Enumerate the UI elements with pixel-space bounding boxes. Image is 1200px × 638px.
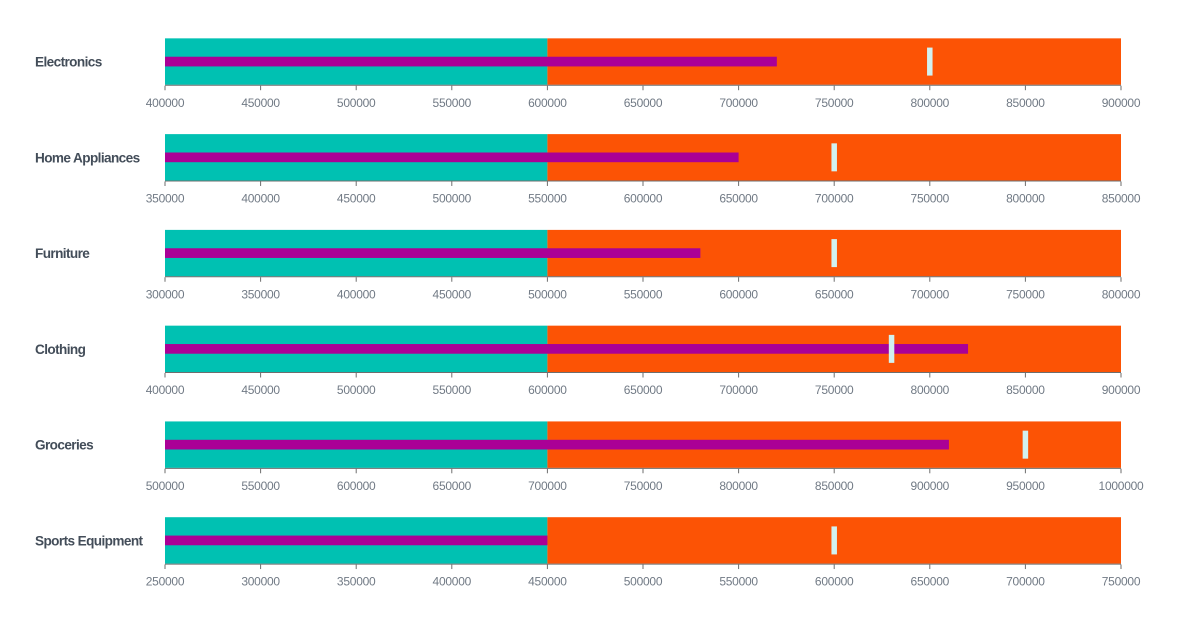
svg-text:600000: 600000	[528, 383, 567, 397]
svg-text:750000: 750000	[815, 96, 854, 110]
svg-text:700000: 700000	[1006, 575, 1045, 589]
svg-text:900000: 900000	[1102, 96, 1141, 110]
svg-text:650000: 650000	[624, 383, 663, 397]
svg-text:750000: 750000	[1006, 287, 1045, 301]
svg-text:400000: 400000	[146, 96, 185, 110]
svg-text:Groceries: Groceries	[35, 438, 93, 453]
svg-text:350000: 350000	[337, 575, 376, 589]
svg-text:850000: 850000	[815, 479, 854, 493]
svg-text:550000: 550000	[241, 479, 280, 493]
svg-text:1000000: 1000000	[1099, 479, 1145, 493]
svg-text:500000: 500000	[624, 575, 663, 589]
svg-text:700000: 700000	[528, 479, 567, 493]
svg-text:450000: 450000	[528, 575, 567, 589]
svg-text:250000: 250000	[146, 575, 185, 589]
svg-text:650000: 650000	[624, 96, 663, 110]
svg-text:750000: 750000	[1102, 575, 1141, 589]
svg-text:400000: 400000	[337, 287, 376, 301]
svg-text:750000: 750000	[911, 192, 950, 206]
svg-text:350000: 350000	[241, 287, 280, 301]
svg-text:600000: 600000	[528, 96, 567, 110]
svg-text:800000: 800000	[719, 479, 758, 493]
svg-text:400000: 400000	[146, 383, 185, 397]
svg-text:450000: 450000	[241, 96, 280, 110]
svg-text:650000: 650000	[815, 287, 854, 301]
svg-text:900000: 900000	[1102, 383, 1141, 397]
svg-text:300000: 300000	[241, 575, 280, 589]
svg-text:500000: 500000	[337, 383, 376, 397]
svg-text:350000: 350000	[146, 192, 185, 206]
svg-text:550000: 550000	[528, 192, 567, 206]
svg-text:Home Appliances: Home Appliances	[35, 150, 140, 165]
svg-text:650000: 650000	[433, 479, 472, 493]
svg-text:450000: 450000	[337, 192, 376, 206]
svg-text:550000: 550000	[624, 287, 663, 301]
svg-text:600000: 600000	[815, 575, 854, 589]
svg-text:950000: 950000	[1006, 479, 1045, 493]
svg-text:550000: 550000	[719, 575, 758, 589]
svg-text:650000: 650000	[911, 575, 950, 589]
svg-text:500000: 500000	[337, 96, 376, 110]
svg-text:500000: 500000	[146, 479, 185, 493]
svg-text:Electronics: Electronics	[35, 54, 102, 69]
svg-text:750000: 750000	[624, 479, 663, 493]
svg-text:800000: 800000	[911, 383, 950, 397]
svg-text:700000: 700000	[911, 287, 950, 301]
svg-text:Clothing: Clothing	[35, 342, 86, 357]
svg-text:700000: 700000	[719, 96, 758, 110]
svg-text:450000: 450000	[433, 287, 472, 301]
svg-text:Sports Equipment: Sports Equipment	[35, 533, 144, 548]
svg-text:600000: 600000	[624, 192, 663, 206]
svg-text:300000: 300000	[146, 287, 185, 301]
svg-text:600000: 600000	[719, 287, 758, 301]
svg-text:850000: 850000	[1006, 383, 1045, 397]
svg-text:850000: 850000	[1006, 96, 1045, 110]
svg-text:650000: 650000	[719, 192, 758, 206]
svg-text:450000: 450000	[241, 383, 280, 397]
svg-text:Furniture: Furniture	[35, 246, 90, 261]
svg-text:700000: 700000	[719, 383, 758, 397]
svg-text:550000: 550000	[433, 383, 472, 397]
svg-text:500000: 500000	[433, 192, 472, 206]
svg-text:800000: 800000	[1006, 192, 1045, 206]
svg-text:700000: 700000	[815, 192, 854, 206]
svg-text:850000: 850000	[1102, 192, 1141, 206]
svg-text:800000: 800000	[911, 96, 950, 110]
svg-text:400000: 400000	[433, 575, 472, 589]
svg-text:600000: 600000	[337, 479, 376, 493]
svg-text:800000: 800000	[1102, 287, 1141, 301]
svg-text:900000: 900000	[911, 479, 950, 493]
svg-text:500000: 500000	[528, 287, 567, 301]
svg-text:750000: 750000	[815, 383, 854, 397]
svg-text:550000: 550000	[433, 96, 472, 110]
svg-text:400000: 400000	[241, 192, 280, 206]
